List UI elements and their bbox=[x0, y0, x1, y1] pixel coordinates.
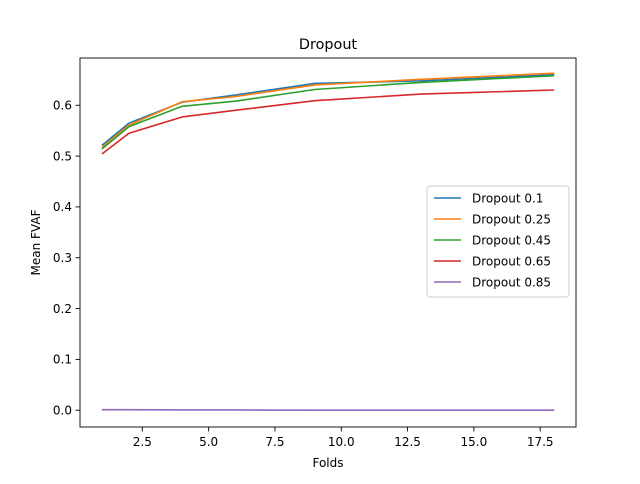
plot-frame bbox=[79, 57, 577, 428]
x-tick-label: 17.5 bbox=[527, 435, 554, 449]
legend-label: Dropout 0.25 bbox=[472, 213, 551, 227]
series-line-1 bbox=[101, 73, 555, 147]
y-tick-label: 0.2 bbox=[53, 302, 72, 316]
legend-label: Dropout 0.45 bbox=[472, 234, 551, 248]
y-tick-label: 0.3 bbox=[53, 251, 72, 265]
series-line-2 bbox=[101, 72, 555, 149]
x-tick-label: 5.0 bbox=[199, 435, 218, 449]
chart-title: Dropout bbox=[299, 37, 358, 53]
plot-lines bbox=[101, 72, 555, 412]
legend-label: Dropout 0.65 bbox=[472, 255, 551, 269]
y-tick-label: 0.1 bbox=[53, 353, 72, 367]
legend: Dropout 0.1 Dropout 0.25 Dropout 0.45 Dropo… bbox=[426, 185, 570, 298]
y-tick-label: 0.0 bbox=[53, 404, 72, 418]
legend-box bbox=[426, 185, 570, 298]
y-tick-label: 0.4 bbox=[53, 200, 72, 214]
legend-label: Dropout 0.1 bbox=[472, 192, 543, 206]
y-tick-label: 0.5 bbox=[53, 149, 72, 163]
x-tick-label: 12.5 bbox=[394, 435, 421, 449]
y-tick-label: 0.6 bbox=[53, 99, 72, 113]
legend-label: Dropout 0.85 bbox=[472, 276, 551, 290]
x-tick-label: 15.0 bbox=[461, 435, 488, 449]
series-line-3 bbox=[101, 74, 555, 150]
y-axis-ticks: 0.0 0.1 0.2 0.3 0.4 0.5 0.6 bbox=[53, 99, 80, 418]
y-axis-label: Mean FVAF bbox=[29, 209, 43, 275]
x-axis-label: Folds bbox=[312, 456, 343, 470]
series-line-5 bbox=[101, 408, 555, 412]
x-axis-ticks: 2.5 5.0 7.5 10.0 12.5 15.0 17.5 bbox=[133, 427, 554, 449]
x-tick-label: 7.5 bbox=[265, 435, 284, 449]
x-tick-label: 2.5 bbox=[133, 435, 152, 449]
x-tick-label: 10.0 bbox=[328, 435, 355, 449]
series-line-4 bbox=[101, 89, 555, 155]
